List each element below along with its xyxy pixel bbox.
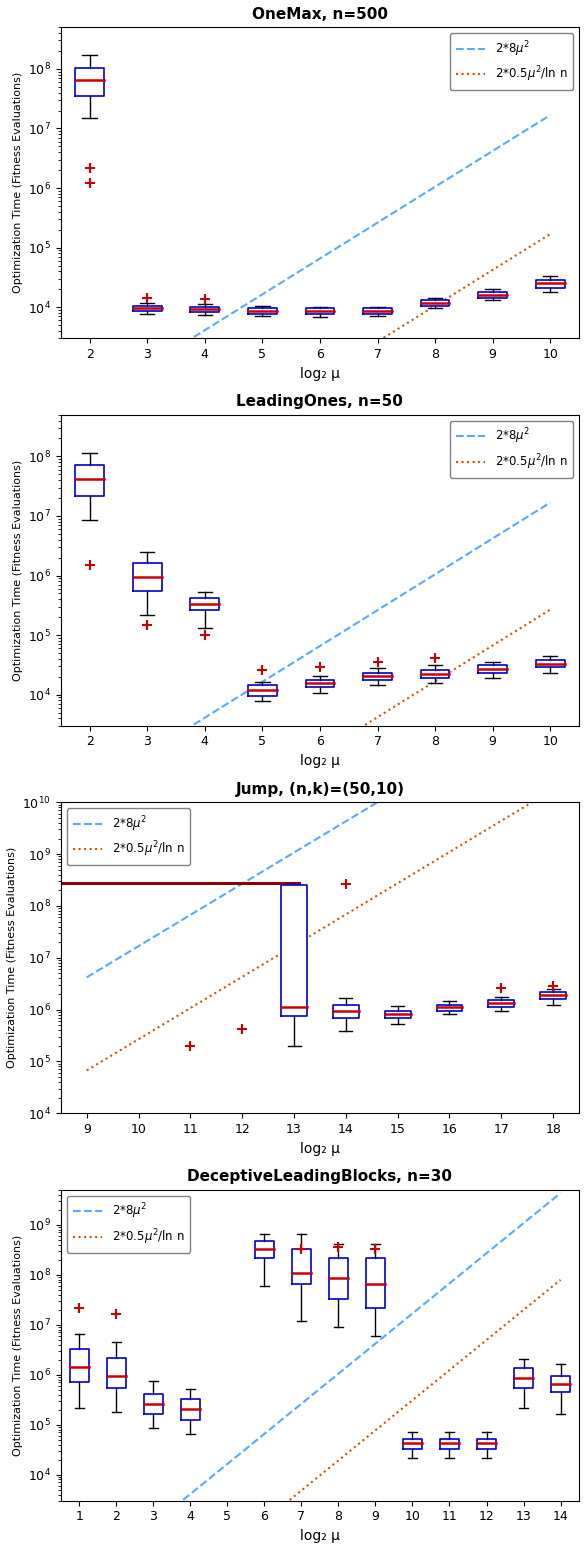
Polygon shape (292, 1249, 311, 1283)
Polygon shape (551, 1376, 570, 1392)
Legend: 2*8$\mu^2$, 2*0.5$\mu^2$/ln n: 2*8$\mu^2$, 2*0.5$\mu^2$/ln n (450, 420, 573, 477)
Title: Jump, (n,k)=(50,10): Jump, (n,k)=(50,10) (236, 781, 404, 797)
Polygon shape (281, 885, 307, 1017)
Polygon shape (540, 992, 566, 1000)
Y-axis label: Optimization Time (Fitness Evaluations): Optimization Time (Fitness Evaluations) (12, 73, 22, 293)
Polygon shape (144, 1393, 162, 1415)
Polygon shape (305, 680, 335, 687)
Polygon shape (440, 1438, 459, 1449)
X-axis label: log₂ μ: log₂ μ (300, 1528, 340, 1544)
Polygon shape (107, 1358, 125, 1387)
Polygon shape (478, 291, 507, 298)
Polygon shape (477, 1438, 496, 1449)
Polygon shape (488, 1000, 515, 1008)
Polygon shape (421, 670, 449, 677)
X-axis label: log₂ μ: log₂ μ (300, 753, 340, 769)
Polygon shape (133, 563, 162, 591)
Legend: 2*8$\mu^2$, 2*0.5$\mu^2$/ln n: 2*8$\mu^2$, 2*0.5$\mu^2$/ln n (67, 1195, 190, 1252)
Y-axis label: Optimization Time (Fitness Evaluations): Optimization Time (Fitness Evaluations) (12, 1235, 22, 1455)
Polygon shape (75, 465, 104, 496)
Polygon shape (333, 1004, 359, 1018)
Polygon shape (403, 1438, 422, 1449)
Title: LeadingOnes, n=50: LeadingOnes, n=50 (237, 394, 403, 409)
Polygon shape (478, 665, 507, 673)
Polygon shape (133, 305, 162, 312)
Polygon shape (190, 598, 219, 611)
Legend: 2*8$\mu^2$, 2*0.5$\mu^2$/ln n: 2*8$\mu^2$, 2*0.5$\mu^2$/ln n (450, 33, 573, 90)
Polygon shape (363, 308, 392, 315)
Polygon shape (437, 1004, 462, 1012)
Polygon shape (366, 1257, 385, 1308)
Polygon shape (363, 673, 392, 680)
Polygon shape (421, 301, 449, 305)
Polygon shape (190, 307, 219, 312)
Polygon shape (536, 660, 565, 666)
Polygon shape (181, 1398, 200, 1420)
Polygon shape (255, 1240, 274, 1257)
Y-axis label: Optimization Time (Fitness Evaluations): Optimization Time (Fitness Evaluations) (7, 848, 17, 1068)
Polygon shape (385, 1012, 411, 1018)
Polygon shape (248, 308, 277, 313)
Polygon shape (248, 685, 277, 696)
Polygon shape (75, 68, 104, 96)
Title: OneMax, n=500: OneMax, n=500 (252, 6, 388, 22)
Polygon shape (536, 279, 565, 288)
Polygon shape (70, 1350, 88, 1383)
Legend: 2*8$\mu^2$, 2*0.5$\mu^2$/ln n: 2*8$\mu^2$, 2*0.5$\mu^2$/ln n (67, 808, 190, 865)
Polygon shape (515, 1369, 533, 1387)
Polygon shape (305, 308, 335, 315)
X-axis label: log₂ μ: log₂ μ (300, 366, 340, 381)
Y-axis label: Optimization Time (Fitness Evaluations): Optimization Time (Fitness Evaluations) (12, 460, 22, 680)
X-axis label: log₂ μ: log₂ μ (300, 1141, 340, 1156)
Title: DeceptiveLeadingBlocks, n=30: DeceptiveLeadingBlocks, n=30 (188, 1169, 452, 1184)
Polygon shape (329, 1257, 347, 1299)
